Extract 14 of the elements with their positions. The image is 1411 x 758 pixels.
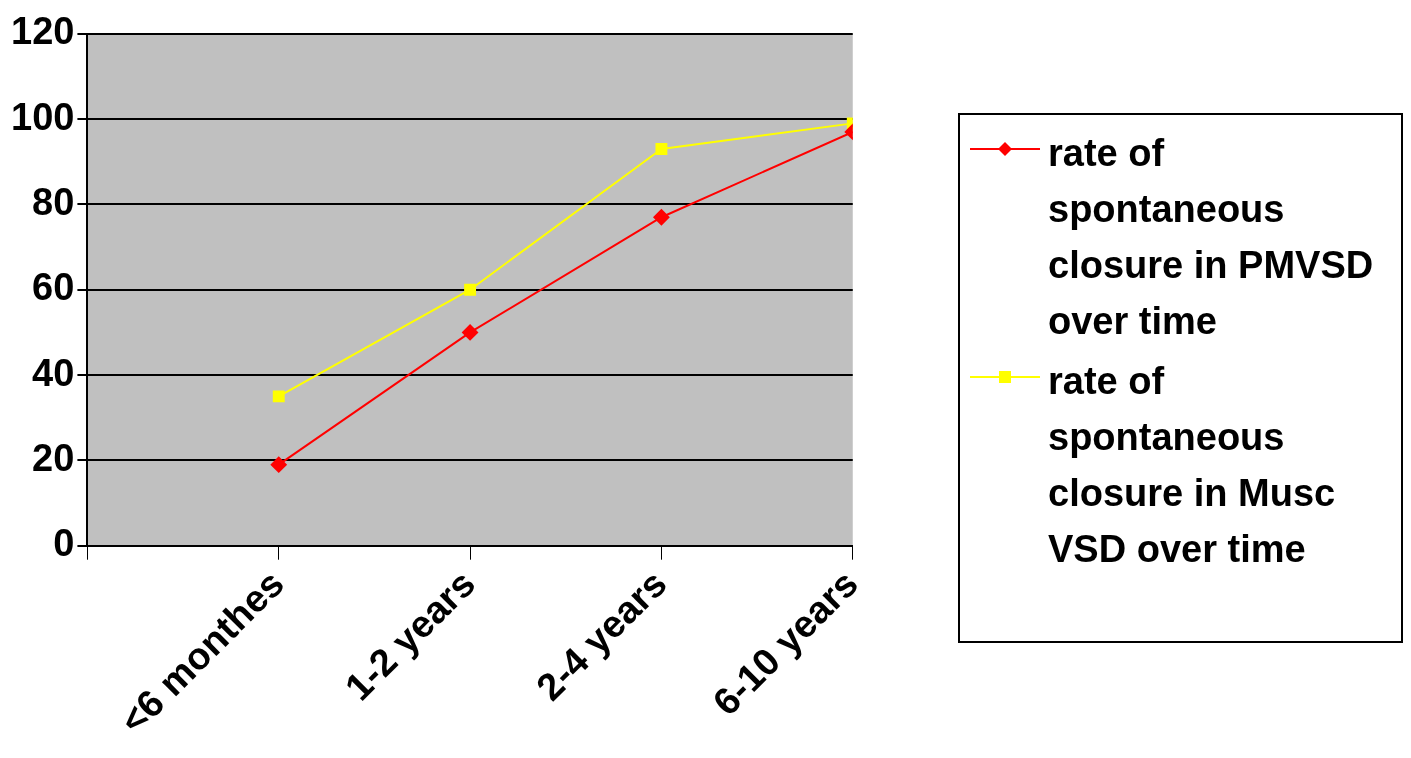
y-tick-label: 20: [32, 436, 75, 479]
y-tick-label: 60: [32, 266, 75, 309]
point: [462, 324, 479, 341]
y-tick-label: 100: [11, 95, 75, 138]
y-tick-label: 0: [53, 522, 75, 565]
point: [272, 390, 285, 403]
legend-label: rate of spontaneous closure in Musc VSD over time: [1048, 359, 1337, 572]
y-tick-label: 40: [32, 351, 75, 394]
y-tick-label: 80: [32, 180, 75, 223]
point: [270, 456, 287, 473]
point: [464, 283, 477, 296]
point: [655, 143, 668, 155]
y-tick-label: 120: [11, 10, 75, 53]
point: [653, 209, 670, 226]
